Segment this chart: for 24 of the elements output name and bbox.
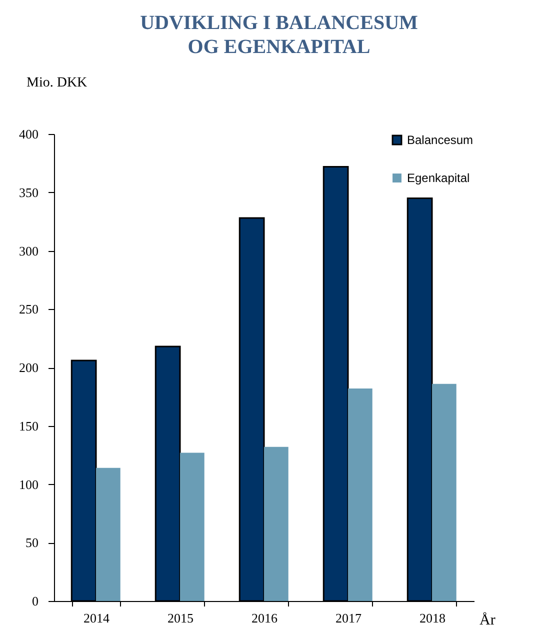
y-tick-label: 300 xyxy=(19,243,38,258)
x-axis-title: År xyxy=(480,612,496,628)
y-tick-label: 200 xyxy=(19,360,38,375)
x-tick-label: 2014 xyxy=(84,610,110,626)
bar xyxy=(180,452,204,601)
legend-label: Egenkapital xyxy=(407,171,470,185)
y-tick-label: 100 xyxy=(19,476,38,492)
legend-label: Balancesum xyxy=(407,133,474,147)
bar xyxy=(432,384,456,601)
bar xyxy=(348,388,372,601)
y-tick-label: 250 xyxy=(19,302,38,317)
bar xyxy=(96,468,120,601)
x-tick-label: 2015 xyxy=(168,610,194,626)
bar xyxy=(264,446,288,601)
y-tick-label: 350 xyxy=(19,184,38,200)
y-tick-label: 400 xyxy=(19,126,38,142)
chart-title: UDVIKLING I BALANCESUM OG EGENKAPITAL xyxy=(140,12,418,58)
x-tick-label: 2018 xyxy=(420,610,446,626)
y-tick-label: 50 xyxy=(26,535,38,550)
y-tick-label: 150 xyxy=(19,418,38,434)
x-tick-label: 2017 xyxy=(336,610,362,626)
x-tick-label: 2016 xyxy=(252,610,278,626)
y-tick-label: 0 xyxy=(32,594,38,608)
y-axis-title: Mio. DKK xyxy=(26,76,88,90)
